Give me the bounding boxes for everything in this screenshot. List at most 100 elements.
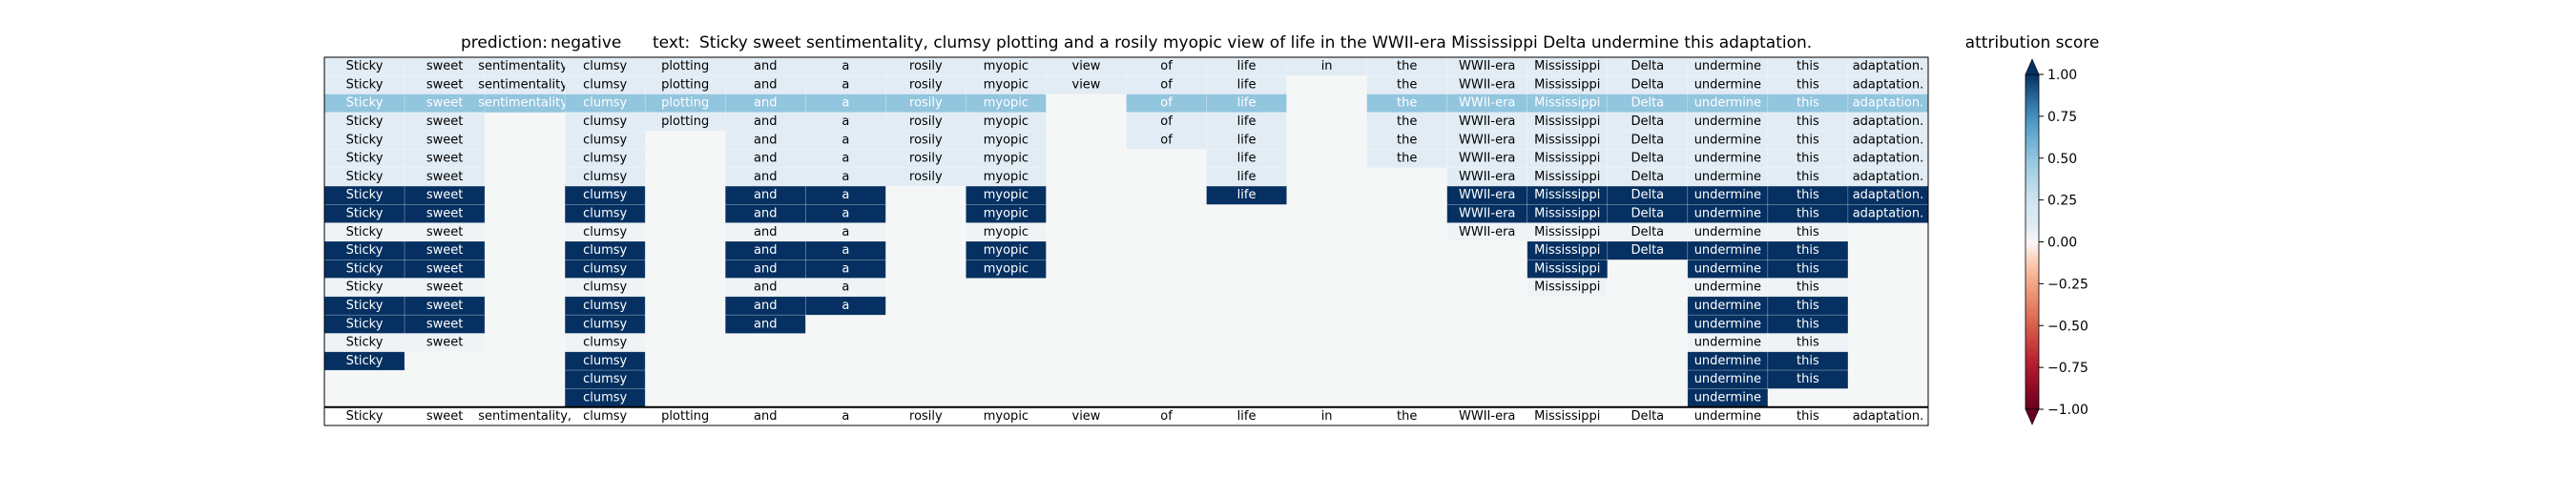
cell-token-label: undermine (1694, 299, 1761, 313)
colorbar-tick-label: −0.25 (2047, 277, 2088, 292)
cell-token-label: of (1160, 133, 1173, 147)
sentence-token-label: Delta (1631, 409, 1664, 424)
cell-token-label: sweet (426, 96, 464, 111)
heatmap-cell (1527, 259, 1609, 279)
cell-token-label: sweet (426, 336, 464, 350)
cell-token-label: WWII-era (1459, 77, 1515, 92)
cell-token-label: and (754, 59, 777, 73)
cell-token-label: a (841, 225, 849, 239)
cell-token-label: Mississippi (1534, 188, 1600, 202)
cell-token-label: a (841, 280, 849, 295)
cell-token-label: WWII-era (1459, 133, 1515, 147)
cell-token-label: life (1237, 152, 1257, 166)
cell-token-label: Delta (1631, 170, 1664, 184)
cell-token-label: myopic (984, 133, 1028, 147)
cell-token-label: clumsy (583, 59, 627, 73)
cell-token-label: and (754, 96, 777, 111)
cell-token-label: rosily (909, 152, 943, 166)
cell-token-label: WWII-era (1459, 225, 1515, 239)
cell-token-label: sweet (426, 317, 464, 331)
prediction-prefix: prediction: (461, 33, 548, 52)
colorbar-tick-label: 0.25 (2047, 194, 2077, 209)
sentence-token-label: rosily (909, 409, 943, 424)
cell-token-label: the (1397, 133, 1417, 147)
cell-token-label: a (841, 188, 849, 202)
heatmap-cell (885, 167, 966, 187)
cell-token-label: Delta (1631, 225, 1664, 239)
cell-token-label: view (1072, 77, 1101, 92)
cell-token-label: Delta (1631, 152, 1664, 166)
heatmap-cell (1767, 296, 1849, 316)
heatmap-cell (404, 333, 486, 353)
cell-token-label: Mississippi (1534, 280, 1600, 295)
cell-token-label: myopic (984, 96, 1028, 111)
cell-token-label: life (1237, 133, 1257, 147)
cell-token-label: Sticky (346, 188, 384, 202)
cell-token-label: this (1797, 317, 1819, 331)
cell-token-label: rosily (909, 77, 943, 92)
cell-token-label: and (754, 243, 777, 258)
cell-token-label: undermine (1694, 261, 1761, 276)
cell-token-label: life (1237, 77, 1257, 92)
cell-token-label: WWII-era (1459, 207, 1515, 221)
cell-token-label: rosily (909, 59, 943, 73)
cell-token-label: clumsy (583, 96, 627, 111)
cell-token-label: of (1160, 77, 1173, 92)
cell-token-label: the (1397, 114, 1417, 129)
cell-token-label: adaptation. (1853, 133, 1924, 147)
sentence-text: Sticky sweet sentimentality, clumsy plot… (699, 33, 1812, 52)
heatmap-cell (1767, 369, 1849, 389)
cell-token-label: a (841, 299, 849, 313)
cell-token-label: Mississippi (1534, 207, 1600, 221)
cell-token-label: life (1237, 59, 1257, 73)
cell-token-label: the (1397, 96, 1417, 111)
cell-token-label: plotting (661, 59, 709, 73)
cell-token-label: and (754, 317, 777, 331)
colorbar-gradient (2025, 73, 2040, 410)
cell-token-label: and (754, 114, 777, 129)
cell-token-label: Sticky (346, 243, 384, 258)
sentence-token-label: sentimentality, (478, 409, 571, 424)
sentence-token-label: and (754, 409, 777, 424)
cell-token-label: adaptation. (1853, 96, 1924, 111)
cell-token-label: clumsy (583, 299, 627, 313)
cell-token-label: Sticky (346, 77, 384, 92)
cell-token-label: undermine (1694, 188, 1761, 202)
cell-token-label: undermine (1694, 77, 1761, 92)
cell-token-label: the (1397, 77, 1417, 92)
heatmap-cell (804, 296, 886, 316)
cell-token-label: Delta (1631, 77, 1664, 92)
cell-token-label: plotting (661, 114, 709, 129)
cell-token-label: plotting (661, 96, 709, 111)
colorbar-label: attribution score (1965, 33, 2100, 52)
cell-token-label: Sticky (346, 280, 384, 295)
heatmap: Sticky sweet sentimentality, clumsy plotting… (323, 56, 1929, 426)
sentence-token-label: Mississippi (1534, 409, 1600, 424)
cell-token-label: adaptation. (1853, 59, 1924, 73)
cell-token-label: clumsy (583, 133, 627, 147)
cell-token-label: plotting (661, 77, 709, 92)
cell-token-label: this (1797, 170, 1819, 184)
cell-token-label: this (1797, 354, 1819, 368)
cell-token-label: in (1321, 59, 1333, 73)
cell-token-label: Sticky (346, 96, 384, 111)
cell-token-label: the (1397, 152, 1417, 166)
cell-token-label: and (754, 77, 777, 92)
sentence-token-label: a (841, 409, 849, 424)
cell-token-label: sweet (426, 225, 464, 239)
colorbar-tick-label: 0.50 (2047, 152, 2077, 167)
cell-token-label: clumsy (583, 152, 627, 166)
heatmap-cell (966, 259, 1047, 279)
cell-token-label: this (1797, 207, 1819, 221)
cell-token-label: life (1237, 114, 1257, 129)
cell-token-label: this (1797, 96, 1819, 111)
cell-token-label: this (1797, 372, 1819, 386)
cell-token-label: rosily (909, 133, 943, 147)
cell-token-label: of (1160, 96, 1173, 111)
cell-token-label: sentimentality, (478, 59, 571, 73)
cell-token-label: undermine (1694, 133, 1761, 147)
cell-token-label: clumsy (583, 225, 627, 239)
cell-token-label: Sticky (346, 170, 384, 184)
colorbar-tick-label: 1.00 (2047, 68, 2077, 83)
cell-token-label: clumsy (583, 354, 627, 368)
